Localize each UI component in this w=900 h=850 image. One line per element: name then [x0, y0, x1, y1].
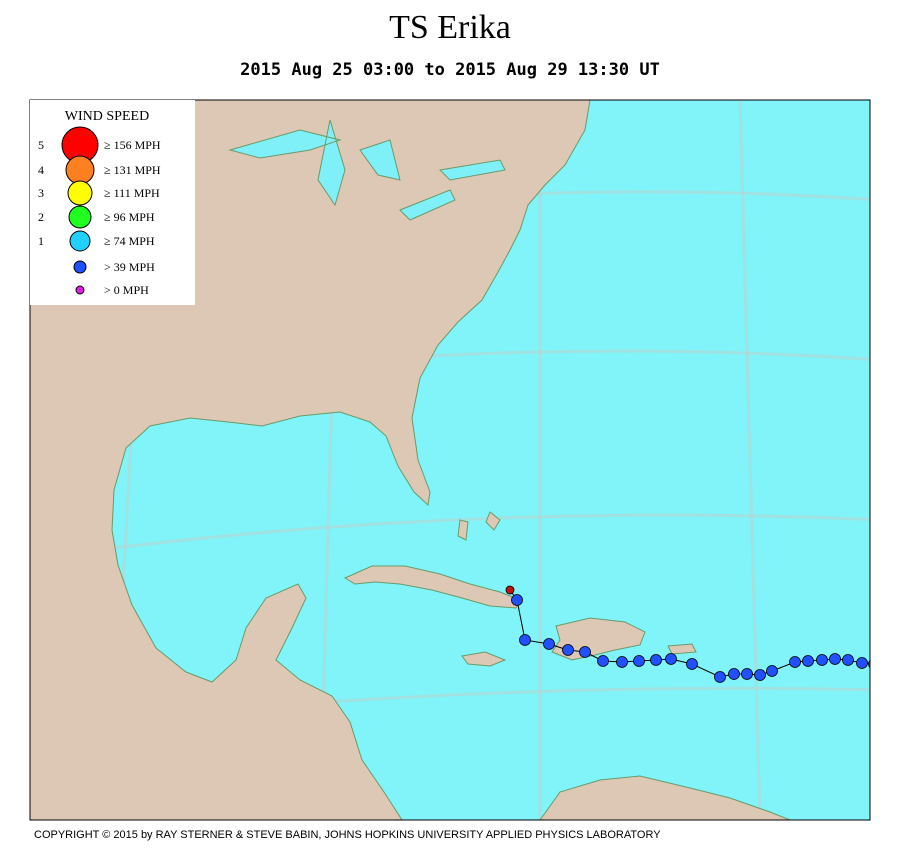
track-point: [842, 654, 854, 666]
track-point: [505, 585, 515, 595]
hispaniola: [551, 617, 646, 661]
legend-swatch: [69, 230, 91, 252]
legend-swatch: [75, 285, 85, 295]
subtitle: 2015 Aug 25 03:00 to 2015 Aug 29 13:30 U…: [240, 60, 660, 80]
track-point: [511, 594, 523, 606]
legend-label: ≥ 131 MPH: [104, 163, 161, 177]
florida-keys-bahamas: [457, 511, 501, 541]
legend-category: 2: [38, 210, 44, 224]
legend-category: 3: [38, 186, 44, 200]
legend-category: 5: [38, 138, 44, 152]
track-point: [686, 658, 698, 670]
storm-track: [505, 585, 870, 683]
south-america: [539, 775, 791, 820]
legend: WIND SPEED 5 ≥ 156 MPH 4 ≥ 131 MPH 3 ≥ 111 MP…: [30, 100, 195, 305]
track-point: [714, 671, 726, 683]
legend-swatch: [65, 155, 95, 185]
track-point: [597, 655, 609, 667]
jamaica: [461, 651, 507, 667]
legend-label: ≥ 74 MPH: [104, 234, 155, 248]
copyright: COPYRIGHT © 2015 by RAY STERNER & STEVE …: [34, 829, 661, 841]
legend-category: 1: [38, 234, 44, 248]
legend-category: 4: [38, 163, 44, 177]
track-point: [633, 655, 645, 667]
track-point: [802, 655, 814, 667]
title: TS Erika: [389, 9, 511, 46]
track-point: [543, 638, 555, 650]
legend-label: ≥ 156 MPH: [104, 138, 161, 152]
great-lakes: [228, 119, 506, 221]
legend-label: ≥ 111 MPH: [104, 186, 160, 200]
track-point: [519, 634, 531, 646]
legend-title: WIND SPEED: [65, 109, 149, 124]
track-point: [728, 668, 740, 680]
legend-label: > 0 MPH: [104, 283, 149, 297]
legend-swatch: [68, 205, 92, 229]
track-point: [766, 665, 778, 677]
track-point: [829, 653, 841, 665]
track-point: [816, 654, 828, 666]
track-point: [562, 644, 574, 656]
track-point: [856, 657, 868, 669]
track-point: [616, 656, 628, 668]
track-point: [650, 654, 662, 666]
track-point: [665, 653, 677, 665]
map-border: [29, 99, 871, 821]
legend-label: ≥ 96 MPH: [104, 210, 155, 224]
cuba: [343, 565, 521, 609]
puerto-rico: [667, 643, 697, 655]
legend-swatch: [67, 180, 93, 206]
legend-swatch: [73, 260, 87, 274]
track-point: [579, 646, 591, 658]
legend-box: [30, 100, 195, 305]
track-point: [789, 656, 801, 668]
legend-label: > 39 MPH: [104, 260, 155, 274]
track-point: [741, 668, 753, 680]
track-point: [754, 669, 766, 681]
